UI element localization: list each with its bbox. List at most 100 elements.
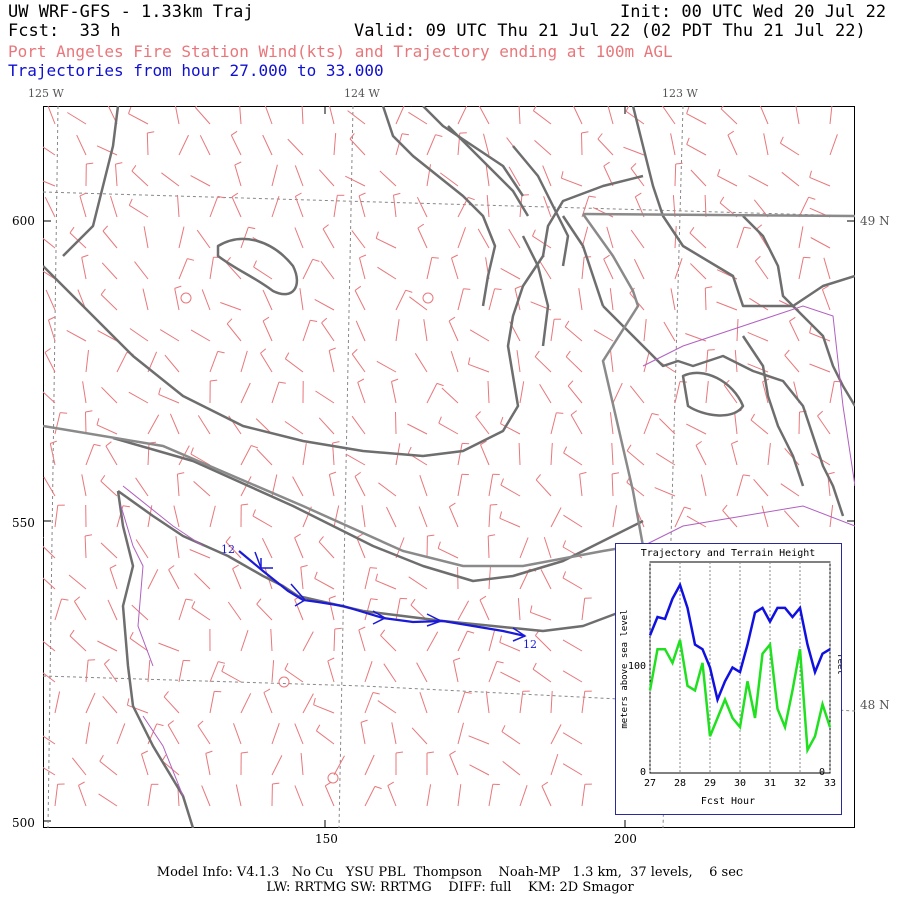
wind-barb-staff <box>798 257 804 280</box>
wind-barb-staff <box>240 227 249 249</box>
wind-barb-staff <box>85 350 89 373</box>
wind-barb-staff <box>318 541 335 559</box>
wind-barb-staff <box>158 393 180 404</box>
wind-barb-staff <box>623 146 645 156</box>
wind-barb-flag <box>369 567 378 569</box>
wind-barb-staff <box>294 537 304 559</box>
wind-barb-staff <box>423 319 428 342</box>
wind-barb-staff <box>457 288 464 311</box>
wind-barb-staff <box>329 106 335 125</box>
wind-barb-staff <box>225 541 242 559</box>
wind-barb-flag <box>221 664 225 672</box>
wind-barb-staff <box>71 757 87 776</box>
wind-barb-staff <box>116 352 128 373</box>
wind-barb-staff <box>564 326 583 342</box>
wind-barb-flag <box>85 410 93 413</box>
wind-barb-staff <box>487 535 490 559</box>
wind-barb-flag <box>358 626 366 631</box>
wind-barb-staff <box>663 321 676 342</box>
wind-barb-staff <box>783 510 800 528</box>
wind-barb-staff <box>488 474 494 497</box>
wind-barb-flag <box>253 260 257 268</box>
wind-barb-flag <box>272 782 280 785</box>
wind-barb-flag <box>750 413 756 421</box>
wind-barb-flag <box>809 170 812 178</box>
wind-barb-flag <box>449 750 456 756</box>
inset-x-tick-29: 29 <box>704 778 716 789</box>
wind-barb-flag <box>163 691 169 698</box>
wind-barb-staff <box>129 328 149 342</box>
wind-barb-flag <box>541 781 549 787</box>
wind-barb-flag <box>581 131 589 134</box>
wind-barb-staff <box>417 227 428 249</box>
wind-barb-flag <box>358 192 366 197</box>
wind-barb-flag <box>284 352 290 360</box>
wind-barb-staff <box>380 635 397 652</box>
wind-barb-flag <box>437 541 441 549</box>
wind-barb-staff <box>581 257 585 280</box>
wind-barb-staff <box>128 113 149 125</box>
wind-barb-staff <box>500 671 521 683</box>
wind-barb-flag <box>294 533 301 539</box>
wind-barb-staff <box>287 138 304 156</box>
wind-barb-flag <box>427 534 435 537</box>
wind-barb-staff <box>357 382 366 404</box>
wind-barb-staff <box>78 785 87 807</box>
wind-barb-staff <box>174 106 180 125</box>
wind-barb-flag <box>809 325 812 334</box>
wind-barb-staff <box>360 722 366 745</box>
wind-barb-staff <box>448 506 459 528</box>
wind-barb-staff <box>543 536 552 559</box>
wind-barb-staff <box>315 390 335 404</box>
wind-barb-flag <box>128 198 133 206</box>
wind-barb-staff <box>499 517 521 528</box>
lon-label-125w: 125 W <box>28 87 64 100</box>
county-boundaries <box>120 305 855 797</box>
wind-barb-staff <box>351 415 366 435</box>
wind-barb-staff <box>85 722 91 745</box>
wind-barb-flag <box>499 635 502 643</box>
wind-barb-staff <box>395 319 400 342</box>
wind-barb-staff <box>457 691 466 714</box>
wind-barb-staff <box>175 536 180 559</box>
wind-barb-staff <box>540 569 552 590</box>
wind-barb-staff <box>294 785 304 807</box>
forecast-hour: Fcst: 33 h <box>8 22 121 40</box>
wind-barb-staff <box>294 165 304 187</box>
wind-barb-staff <box>416 196 428 218</box>
wind-barb-flag <box>467 196 475 201</box>
wind-barb-staff <box>759 106 769 125</box>
wind-barb-staff <box>233 723 242 745</box>
wind-barb-flag <box>129 631 134 639</box>
wind-barb-flag <box>395 751 404 754</box>
wind-barb-staff <box>43 146 56 156</box>
wind-barb-staff <box>829 106 833 125</box>
wind-barb-flag <box>232 564 239 570</box>
wind-barb-staff <box>607 106 614 125</box>
wind-barb-staff <box>128 391 149 404</box>
wind-barb-staff <box>409 296 428 311</box>
wind-barb-flag <box>69 629 75 637</box>
wind-barb-staff <box>101 386 118 404</box>
wind-barb-staff <box>723 384 738 404</box>
wind-barb-staff <box>97 640 118 652</box>
wind-barb-flag <box>560 171 564 179</box>
wind-barb-flag <box>260 348 267 354</box>
wind-barb-staff <box>107 599 118 621</box>
inset-xlabel: Fcst Hour <box>701 796 755 807</box>
trajectory-range: Trajectories from hour 27.000 to 33.000 <box>8 61 384 80</box>
wind-barb-staff <box>232 568 242 590</box>
wind-barb-flag <box>588 195 596 198</box>
wind-barb-staff <box>538 260 552 280</box>
wind-barb-staff <box>426 784 432 807</box>
wind-barb-staff <box>781 171 800 187</box>
wind-barb-staff <box>550 507 562 528</box>
inset-y-tick-0: 0 <box>640 767 646 778</box>
wind-barb-staff <box>316 730 335 745</box>
wind-barb-staff <box>541 785 552 807</box>
inset-x-tick-30: 30 <box>734 778 746 789</box>
wind-barb-staff <box>451 257 459 280</box>
wind-barb-staff <box>96 145 118 156</box>
inset-chart: Trajectory and Terrain Height 27 28 29 30 31… <box>620 548 845 807</box>
wind-barb-staff <box>294 723 304 745</box>
